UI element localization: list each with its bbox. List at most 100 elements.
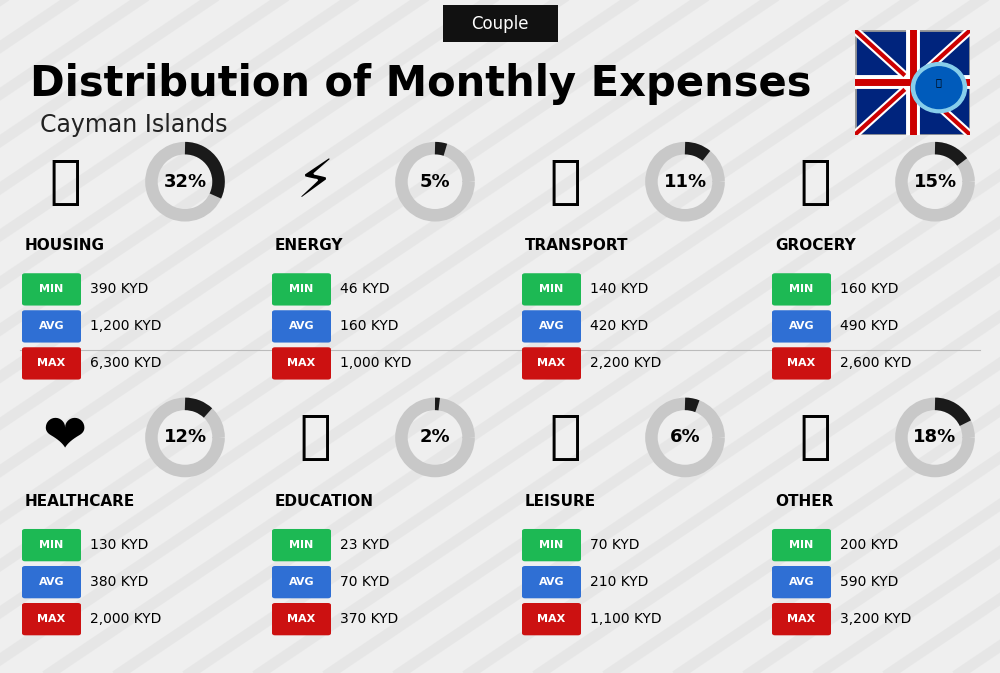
Text: LEISURE: LEISURE xyxy=(525,494,596,509)
Text: 🛒: 🛒 xyxy=(799,155,831,208)
Text: MIN: MIN xyxy=(789,285,814,294)
FancyBboxPatch shape xyxy=(522,529,581,561)
Text: ❤️: ❤️ xyxy=(43,411,87,464)
FancyBboxPatch shape xyxy=(22,347,81,380)
FancyBboxPatch shape xyxy=(772,273,831,306)
Text: 1,200 KYD: 1,200 KYD xyxy=(90,320,162,333)
Text: OTHER: OTHER xyxy=(775,494,833,509)
Text: 380 KYD: 380 KYD xyxy=(90,575,148,589)
Text: MIN: MIN xyxy=(789,540,814,550)
FancyBboxPatch shape xyxy=(22,310,81,343)
FancyBboxPatch shape xyxy=(772,529,831,561)
Text: Couple: Couple xyxy=(471,15,529,32)
Text: GROCERY: GROCERY xyxy=(775,238,856,253)
Text: 590 KYD: 590 KYD xyxy=(840,575,898,589)
FancyBboxPatch shape xyxy=(772,603,831,635)
Text: 160 KYD: 160 KYD xyxy=(840,283,899,296)
Text: AVG: AVG xyxy=(539,577,564,587)
Text: AVG: AVG xyxy=(39,577,64,587)
Text: 🚌: 🚌 xyxy=(549,155,581,208)
FancyBboxPatch shape xyxy=(272,310,331,343)
Text: MAX: MAX xyxy=(287,359,316,368)
Text: MAX: MAX xyxy=(37,359,66,368)
Text: 390 KYD: 390 KYD xyxy=(90,283,148,296)
Text: 200 KYD: 200 KYD xyxy=(840,538,898,552)
Text: 💰: 💰 xyxy=(799,411,831,464)
Text: 12%: 12% xyxy=(163,429,207,446)
Text: TRANSPORT: TRANSPORT xyxy=(525,238,629,253)
Text: MAX: MAX xyxy=(787,614,816,624)
Text: MAX: MAX xyxy=(537,614,566,624)
FancyBboxPatch shape xyxy=(855,30,970,135)
Text: 490 KYD: 490 KYD xyxy=(840,320,898,333)
Text: AVG: AVG xyxy=(539,322,564,331)
Text: 🏙: 🏙 xyxy=(49,155,81,208)
FancyBboxPatch shape xyxy=(22,273,81,306)
Text: 370 KYD: 370 KYD xyxy=(340,612,398,626)
FancyBboxPatch shape xyxy=(272,347,331,380)
Text: 🐢: 🐢 xyxy=(936,77,942,87)
Text: MAX: MAX xyxy=(537,359,566,368)
Text: 🛑: 🛑 xyxy=(549,411,581,464)
FancyBboxPatch shape xyxy=(22,566,81,598)
FancyBboxPatch shape xyxy=(442,5,558,42)
FancyBboxPatch shape xyxy=(772,566,831,598)
Text: 420 KYD: 420 KYD xyxy=(590,320,648,333)
Text: 2,000 KYD: 2,000 KYD xyxy=(90,612,161,626)
Text: 2,200 KYD: 2,200 KYD xyxy=(590,357,661,370)
FancyBboxPatch shape xyxy=(272,529,331,561)
FancyBboxPatch shape xyxy=(522,310,581,343)
Text: 🎓: 🎓 xyxy=(299,411,331,464)
Text: AVG: AVG xyxy=(289,322,314,331)
Text: 1,000 KYD: 1,000 KYD xyxy=(340,357,412,370)
Text: MAX: MAX xyxy=(787,359,816,368)
Text: HOUSING: HOUSING xyxy=(25,238,105,253)
Text: MIN: MIN xyxy=(289,540,314,550)
Text: 2%: 2% xyxy=(420,429,450,446)
FancyBboxPatch shape xyxy=(522,566,581,598)
Text: 3,200 KYD: 3,200 KYD xyxy=(840,612,911,626)
Circle shape xyxy=(911,63,967,112)
FancyBboxPatch shape xyxy=(522,347,581,380)
FancyBboxPatch shape xyxy=(22,529,81,561)
Text: ⚡: ⚡ xyxy=(296,155,334,208)
Text: AVG: AVG xyxy=(789,577,814,587)
FancyBboxPatch shape xyxy=(272,566,331,598)
Text: 140 KYD: 140 KYD xyxy=(590,283,648,296)
FancyBboxPatch shape xyxy=(772,347,831,380)
Text: 18%: 18% xyxy=(913,429,957,446)
Text: MIN: MIN xyxy=(539,540,564,550)
Text: MAX: MAX xyxy=(37,614,66,624)
Text: 23 KYD: 23 KYD xyxy=(340,538,390,552)
Text: 32%: 32% xyxy=(163,173,207,190)
Text: MIN: MIN xyxy=(39,285,64,294)
Text: 6%: 6% xyxy=(670,429,700,446)
Text: 11%: 11% xyxy=(663,173,707,190)
Text: AVG: AVG xyxy=(789,322,814,331)
Text: 210 KYD: 210 KYD xyxy=(590,575,648,589)
FancyBboxPatch shape xyxy=(272,603,331,635)
Text: 6,300 KYD: 6,300 KYD xyxy=(90,357,162,370)
FancyBboxPatch shape xyxy=(272,273,331,306)
Text: 2,600 KYD: 2,600 KYD xyxy=(840,357,912,370)
FancyBboxPatch shape xyxy=(772,310,831,343)
Text: 15%: 15% xyxy=(913,173,957,190)
Text: Cayman Islands: Cayman Islands xyxy=(40,112,228,137)
Text: 70 KYD: 70 KYD xyxy=(340,575,390,589)
Text: 5%: 5% xyxy=(420,173,450,190)
Text: AVG: AVG xyxy=(289,577,314,587)
Text: 1,100 KYD: 1,100 KYD xyxy=(590,612,662,626)
FancyBboxPatch shape xyxy=(22,603,81,635)
Text: MAX: MAX xyxy=(287,614,316,624)
Text: HEALTHCARE: HEALTHCARE xyxy=(25,494,135,509)
Text: 160 KYD: 160 KYD xyxy=(340,320,398,333)
Text: MIN: MIN xyxy=(539,285,564,294)
Text: MIN: MIN xyxy=(289,285,314,294)
FancyBboxPatch shape xyxy=(522,273,581,306)
FancyBboxPatch shape xyxy=(522,603,581,635)
Text: AVG: AVG xyxy=(39,322,64,331)
Text: MIN: MIN xyxy=(39,540,64,550)
Circle shape xyxy=(916,67,962,108)
Text: Distribution of Monthly Expenses: Distribution of Monthly Expenses xyxy=(30,63,812,105)
Text: ENERGY: ENERGY xyxy=(275,238,344,253)
